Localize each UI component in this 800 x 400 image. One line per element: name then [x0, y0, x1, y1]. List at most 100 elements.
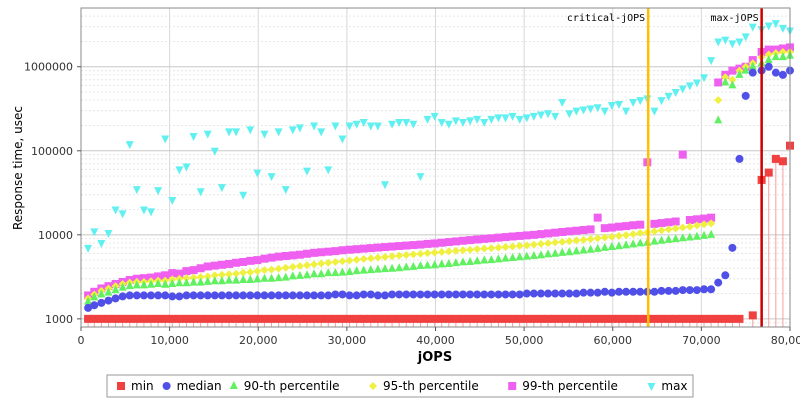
x-tick-label: 10,000 — [150, 334, 189, 347]
data-point — [281, 186, 290, 195]
data-point — [189, 273, 198, 282]
data-point — [217, 184, 226, 193]
data-point — [295, 262, 304, 271]
data-point — [473, 290, 482, 299]
data-point — [707, 314, 716, 323]
data-point — [721, 271, 730, 280]
data-point — [380, 264, 389, 273]
data-point — [430, 290, 439, 299]
data-point — [551, 238, 560, 247]
data-point — [352, 314, 361, 323]
data-point — [402, 241, 411, 250]
data-point — [607, 242, 616, 251]
data-point — [558, 314, 567, 323]
data-point — [593, 104, 602, 113]
data-point — [771, 68, 780, 77]
data-point — [778, 70, 787, 79]
data-point — [324, 258, 333, 267]
data-point — [217, 314, 226, 323]
data-point — [586, 225, 595, 234]
data-point — [451, 117, 460, 126]
data-point — [104, 287, 113, 296]
data-point — [707, 285, 716, 294]
data-point — [458, 314, 467, 323]
data-point — [636, 314, 645, 323]
data-point — [748, 311, 757, 320]
data-point — [253, 267, 262, 276]
data-point — [168, 196, 177, 205]
data-point — [771, 20, 780, 29]
data-point — [409, 261, 418, 270]
data-point — [544, 314, 553, 323]
data-point — [714, 314, 723, 323]
y-axis-ticks: 1000 10000 100000 1000000 — [24, 61, 81, 326]
data-point — [671, 217, 680, 226]
data-point — [366, 265, 375, 274]
data-point — [522, 289, 531, 298]
data-point — [558, 99, 567, 108]
data-point — [345, 122, 354, 131]
data-point — [480, 234, 489, 243]
data-point — [210, 271, 219, 280]
data-point — [748, 68, 757, 77]
data-point — [302, 291, 311, 300]
data-point — [267, 173, 276, 182]
data-point — [203, 314, 212, 323]
data-point — [253, 274, 262, 283]
data-point — [764, 45, 773, 54]
data-point — [203, 276, 212, 285]
data-point — [168, 278, 177, 287]
data-point — [487, 255, 496, 264]
data-point — [154, 272, 163, 281]
data-point — [147, 314, 156, 323]
data-point — [466, 236, 475, 245]
data-point — [388, 242, 397, 251]
data-point — [629, 230, 638, 239]
data-point — [622, 314, 631, 323]
data-point — [317, 291, 326, 300]
data-point — [90, 301, 99, 310]
data-point — [579, 245, 588, 254]
data-point — [409, 290, 418, 299]
data-point — [366, 314, 375, 323]
data-point — [274, 314, 283, 323]
data-point — [700, 74, 709, 83]
data-point — [232, 291, 241, 300]
data-point — [409, 241, 418, 250]
data-point — [707, 57, 716, 66]
data-point — [650, 107, 659, 116]
data-point — [416, 261, 425, 270]
data-point — [139, 291, 148, 300]
x-tick-label: 60,000 — [594, 334, 633, 347]
data-point — [664, 225, 673, 234]
legend-marker — [647, 383, 656, 391]
data-point — [636, 229, 645, 238]
data-point — [607, 314, 616, 323]
data-point — [253, 291, 262, 300]
data-point — [380, 291, 389, 300]
data-point — [359, 119, 368, 128]
data-point — [111, 314, 120, 323]
data-point — [437, 238, 446, 247]
data-point — [324, 314, 333, 323]
legend-label: 99-th percentile — [522, 379, 618, 393]
data-point — [182, 278, 191, 287]
data-point — [310, 122, 319, 131]
data-point — [671, 224, 680, 233]
data-point — [622, 240, 631, 249]
data-point — [402, 251, 411, 260]
data-point — [225, 270, 234, 279]
data-point — [522, 114, 531, 123]
data-point — [295, 314, 304, 323]
data-point — [458, 257, 467, 266]
data-point — [764, 55, 773, 64]
data-point — [778, 47, 787, 56]
data-point — [664, 218, 673, 227]
data-point — [409, 120, 418, 129]
data-point — [84, 296, 93, 305]
data-point — [388, 314, 397, 323]
data-point — [331, 257, 340, 266]
data-point — [529, 240, 538, 249]
data-point — [735, 38, 744, 47]
data-point — [118, 292, 127, 301]
